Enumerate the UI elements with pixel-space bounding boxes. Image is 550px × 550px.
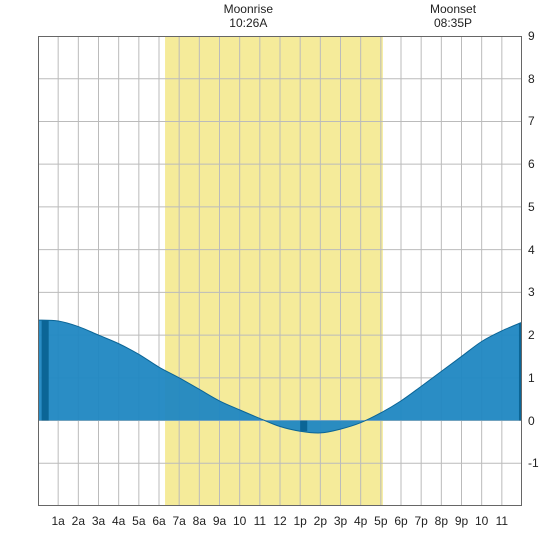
y-tick: -1: [528, 456, 539, 470]
y-tick: 1: [528, 371, 535, 385]
moonrise-label: Moonrise 10:26A: [208, 2, 288, 30]
y-tick: 3: [528, 285, 535, 299]
chart-svg: [38, 36, 522, 506]
x-tick: 9p: [455, 514, 468, 528]
y-tick: 7: [528, 114, 535, 128]
tide-chart: Moonrise 10:26A Moonset 08:35P -10123456…: [0, 0, 550, 550]
moonset-label: Moonset 08:35P: [413, 2, 493, 30]
x-tick: 2p: [314, 514, 327, 528]
y-tick: 8: [528, 72, 535, 86]
y-tick: 4: [528, 243, 535, 257]
x-tick: 8a: [193, 514, 206, 528]
x-tick: 10: [475, 514, 488, 528]
x-tick: 3a: [92, 514, 105, 528]
x-tick: 11: [254, 514, 266, 528]
x-tick: 10: [233, 514, 246, 528]
x-tick: 12: [273, 514, 286, 528]
x-tick: 1a: [51, 514, 64, 528]
y-tick: 0: [528, 414, 535, 428]
y-tick: 6: [528, 157, 535, 171]
x-tick: 9a: [213, 514, 226, 528]
moonrise-time: 10:26A: [208, 16, 288, 30]
x-tick: 7a: [172, 514, 185, 528]
x-tick: 5a: [132, 514, 145, 528]
x-tick: 4p: [354, 514, 367, 528]
y-tick: 9: [528, 29, 535, 43]
x-tick: 5p: [374, 514, 387, 528]
x-tick: 2a: [72, 514, 85, 528]
x-tick: 6p: [394, 514, 407, 528]
x-tick: 4a: [112, 514, 125, 528]
moonrise-title: Moonrise: [208, 2, 288, 16]
x-tick: 7p: [414, 514, 427, 528]
moonset-title: Moonset: [413, 2, 493, 16]
x-tick: 3p: [334, 514, 347, 528]
x-tick: 11: [496, 514, 508, 528]
plot-area: [38, 36, 522, 506]
x-tick: 8p: [435, 514, 448, 528]
y-tick: 5: [528, 200, 535, 214]
y-tick: 2: [528, 328, 535, 342]
x-tick: 6a: [152, 514, 165, 528]
x-tick: 1p: [293, 514, 306, 528]
moonset-time: 08:35P: [413, 16, 493, 30]
